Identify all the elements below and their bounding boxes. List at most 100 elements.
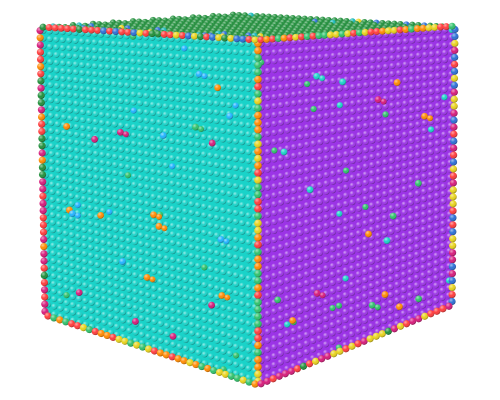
atom-right-shade (343, 59, 350, 66)
atom-front-shade (136, 108, 144, 115)
atom-front-shade (98, 55, 105, 62)
atom-right-shade (323, 256, 330, 263)
atom-right-shade (303, 141, 311, 148)
atom-right-shade (277, 243, 284, 251)
atom-right-shade (389, 62, 396, 70)
atom-front-shade (138, 323, 146, 330)
atom-front-shade (124, 114, 131, 122)
atom-right-shade (363, 73, 370, 81)
atom-right-shade (356, 123, 363, 130)
atom-right-shade (394, 242, 401, 249)
atom-front-shade (54, 128, 61, 135)
atom-right-shade (343, 117, 350, 124)
atom-right-shade (440, 168, 447, 175)
atom-right-shade (414, 205, 421, 212)
atom-front-shade (187, 88, 195, 96)
atom-front-shade (86, 141, 93, 148)
atom-right-shade (349, 100, 356, 107)
atom-right-shade (415, 82, 422, 90)
atom-right-shade (441, 79, 448, 86)
atom-right-shade (323, 205, 330, 212)
atom-front-shade (130, 140, 138, 147)
atom-front-shade (168, 137, 176, 144)
atom-right-shade (290, 213, 297, 221)
atom-front-shade (213, 188, 220, 195)
atom-front-shade (63, 276, 70, 283)
atom-right-shade (303, 210, 310, 217)
atom-right-shade (402, 92, 409, 99)
atom-right-shade (297, 247, 304, 254)
atom-front-shade (169, 154, 176, 161)
atom-front-shade (182, 276, 189, 283)
atom-front-shade (156, 144, 163, 151)
atom-front-shade (175, 147, 182, 154)
atom-right-shade (375, 168, 382, 175)
atom-front-shade (61, 160, 68, 167)
atom-front-shade (207, 125, 214, 133)
atom-right-shade (375, 160, 382, 167)
atom-right-shade (395, 148, 402, 155)
atom-front-shade (245, 58, 252, 66)
atom-front-shade (219, 56, 226, 64)
atom-front-shade (169, 248, 176, 255)
atom-front-shade (169, 171, 176, 178)
atom-right-shade (303, 150, 311, 157)
atom-front-shade (188, 175, 195, 182)
atom-right-shade (343, 150, 350, 158)
atom-front-shade (130, 66, 137, 73)
atom-right-shade (415, 105, 422, 113)
atom-front-shade (137, 116, 144, 123)
atom-front-shade (226, 119, 233, 126)
atom-right-shade (297, 64, 304, 71)
atom-front-shade (54, 151, 62, 158)
atom-right-shade (342, 250, 349, 257)
atom-front-shade (220, 330, 227, 338)
atom-front-shade (194, 80, 201, 88)
atom-right-shade (323, 171, 330, 178)
atom-front-shade (126, 319, 133, 326)
atom-front-shade (76, 311, 83, 318)
atom-front-shade (111, 129, 118, 136)
atom-front-shade (47, 66, 54, 73)
atom-front-shade (245, 112, 252, 120)
atom-front-shade (69, 262, 76, 270)
atom-right-shade (330, 145, 337, 152)
atom-front-shade (188, 166, 195, 173)
atom-front-shade (175, 206, 182, 214)
atom-front-shade (169, 231, 176, 238)
atom-front-shade (59, 36, 66, 44)
atom-right-shade (421, 104, 428, 112)
atom-right-shade (382, 127, 389, 134)
atom-right-shade (434, 87, 442, 94)
atom-front-shade (68, 223, 75, 231)
atom-front-shade (50, 295, 58, 303)
atom-right-shade (310, 140, 317, 147)
atom-front-shade (55, 190, 62, 197)
atom-right-shade (336, 252, 343, 259)
atom-right-shade (375, 216, 382, 223)
atom-right-shade (441, 71, 448, 79)
atom-front-shade (175, 87, 182, 94)
atom-right-shade (304, 72, 311, 79)
atom-front-shade (98, 79, 105, 86)
atom-front-shade (107, 313, 114, 320)
atom-front-shade (213, 170, 220, 177)
atom-right-shade (434, 95, 441, 102)
atom-front-shade (92, 110, 99, 117)
atom-front-shade (54, 97, 61, 105)
atom-right-shade (381, 214, 388, 221)
atom-front-shade (53, 82, 61, 89)
atom-front-shade (88, 283, 95, 291)
atom-front-shade (69, 293, 76, 301)
atom-right-shade (362, 114, 369, 121)
atom-right-shade (284, 189, 291, 196)
atom-front-shade (156, 194, 163, 201)
atom-right-shade (336, 127, 343, 134)
atom-front-shade (149, 134, 157, 142)
atom-right-shade (329, 262, 336, 270)
atom-front-shade (207, 239, 214, 246)
atom-front-shade (88, 307, 95, 314)
atom-front-shade (194, 132, 201, 140)
atom-right-shade (342, 167, 350, 174)
atom-front-shade (85, 70, 92, 77)
